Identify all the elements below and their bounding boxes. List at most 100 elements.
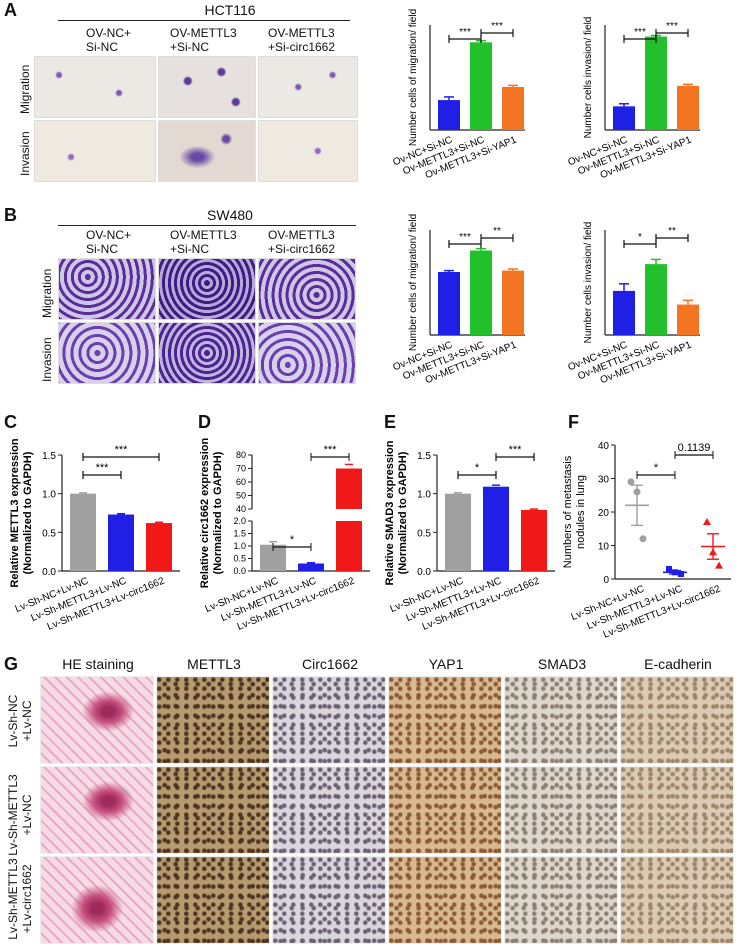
- y-tick-label: 1.5: [42, 451, 56, 462]
- data-point: [715, 561, 723, 569]
- y-tick-label: 30: [598, 475, 610, 486]
- y-tick-label: 20: [598, 508, 610, 519]
- g-row-label-1: Lv-Sh-NC +Lv-NC: [6, 694, 34, 748]
- y-axis-label: Number cells invasion/ field: [583, 222, 594, 344]
- group-label-b-1: OV-NC+ Si-NC: [86, 228, 132, 256]
- data-point: [666, 565, 672, 572]
- panel-a-title: HCT116: [204, 2, 256, 18]
- g-col-mettl3: METTL3: [187, 656, 241, 672]
- data-point: [639, 535, 647, 543]
- ihc-image-r2-c5: [504, 766, 618, 854]
- micrograph-a-migration-1: [34, 56, 156, 118]
- chart-b-invasion: Ov-NC+Si-NC Ov-METTL3+Si-NC Ov-METTL3+Si-Y…: [555, 205, 735, 405]
- panel-letter-a: A: [4, 0, 17, 20]
- y-axis-label: Number cells of migration/ field: [408, 9, 419, 146]
- y-tick-label: 0.5: [42, 528, 56, 539]
- micrograph-b-migration-2: [158, 258, 256, 320]
- chart-e: 0.0 0.5 1.0 1.5 Lv-Sh-NC+Lv-NC Lv-Sh-METTL3+L…: [375, 415, 565, 640]
- bar: [521, 509, 547, 571]
- y-axis-label: Relative SMAD3 expression: [384, 440, 396, 585]
- chart-b-migration: Ov-NC+Si-NC Ov-METTL3+Si-NC Ov-METTL3+Si-Y…: [380, 205, 560, 405]
- y-axis-label-2: nodules in lung: [575, 475, 587, 549]
- ihc-image-r1-c2: [156, 676, 270, 764]
- bar: [645, 264, 667, 335]
- bar: [336, 468, 362, 509]
- chart-c: 0.0 0.5 1.0 1.5 Lv-Sh-NC+Lv-NC Lv-Sh-METTL3+L…: [0, 415, 190, 640]
- bar: [470, 250, 492, 335]
- row-label-b-invasion: Invasion: [40, 337, 54, 382]
- panel-letter-c: C: [4, 412, 17, 432]
- panel-letter-d: D: [198, 412, 211, 432]
- micrograph-b-invasion-3: [258, 322, 356, 384]
- significance-label: ***: [491, 21, 503, 32]
- panel-letter-g: G: [4, 654, 19, 674]
- ihc-image-r1-c1: [40, 676, 154, 764]
- y-tick-label: 2.0: [233, 516, 246, 526]
- significance-label: 0.1139: [678, 442, 711, 454]
- y-tick-label: 0: [603, 575, 609, 586]
- ihc-image-r1-c3: [272, 676, 386, 764]
- ihc-image-r2-c3: [272, 766, 386, 854]
- significance-label: *: [638, 232, 642, 243]
- micrograph-b-invasion-2: [158, 322, 256, 384]
- y-axis-label-2: (Normalized to GAPDH): [212, 451, 224, 574]
- significance-label: ***: [96, 462, 110, 474]
- micrograph-b-migration-1: [58, 258, 156, 320]
- bar: [502, 270, 524, 335]
- y-tick-label: 80: [236, 450, 246, 460]
- ihc-image-r2-c4: [388, 766, 502, 854]
- bar: [470, 42, 492, 131]
- ihc-image-r3-c5: [504, 856, 618, 944]
- bar: [613, 106, 635, 130]
- y-tick-label: 50: [236, 491, 246, 501]
- significance-label: ***: [509, 444, 523, 456]
- significance-label: *: [290, 534, 295, 546]
- group-label-b-3: OV-METTL3 +Si-circ1662: [268, 228, 336, 256]
- y-tick-label: 1.0: [233, 541, 246, 551]
- y-tick-label: 70: [236, 464, 246, 474]
- y-axis-label-2: (Normalized to GAPDH): [22, 451, 34, 574]
- y-tick-label: 0.0: [417, 567, 431, 578]
- group-label-b-2: OV-METTL3 +Si-NC: [170, 228, 237, 256]
- row-label-a-invasion: Invasion: [18, 131, 32, 176]
- significance-label: **: [493, 226, 501, 237]
- bar: [483, 486, 509, 571]
- bar: [677, 85, 699, 130]
- group-label-a-3: OV-METTL3 +Si-circ1662: [268, 26, 336, 54]
- bar: [298, 563, 324, 571]
- significance-label: **: [668, 226, 676, 237]
- y-tick-label: 10: [598, 542, 610, 553]
- bar: [438, 100, 460, 130]
- ihc-image-r3-c2: [156, 856, 270, 944]
- data-point: [627, 478, 635, 486]
- bar: [438, 272, 460, 335]
- significance-label: ***: [115, 444, 129, 456]
- ihc-image-r2-c1: [40, 766, 154, 854]
- ihc-image-r3-c4: [388, 856, 502, 944]
- panel-b-title-rule: [58, 225, 356, 226]
- y-axis-label-2: (Normalized to GAPDH): [397, 451, 409, 574]
- data-point: [703, 518, 711, 526]
- significance-label: ***: [459, 27, 471, 38]
- g-col-yap1: YAP1: [428, 656, 464, 672]
- significance-label: ***: [666, 21, 678, 32]
- g-row-label-3: Lv-Sh-METTL3 +Lv-circ1662: [6, 858, 34, 940]
- chart-d: 0.0 0.5 1.0 1.5 2.0 40 50 60 70 80 Lv-Sh-NC+Lv-NC L…: [190, 415, 380, 640]
- y-tick-label: 0.5: [417, 528, 431, 539]
- y-axis-label: Relative circ1662 expression: [199, 438, 211, 589]
- y-tick-label: 1.5: [233, 529, 246, 539]
- y-tick-label: 60: [236, 477, 246, 487]
- bar: [502, 86, 524, 130]
- micrograph-b-migration-3: [258, 258, 356, 320]
- group-label-a-2: OV-METTL3 +Si-NC: [170, 26, 237, 54]
- ihc-image-r1-c6: [620, 676, 734, 764]
- y-tick-label: 40: [598, 441, 610, 452]
- bar: [146, 523, 172, 571]
- significance-label: ***: [634, 27, 646, 38]
- g-col-he: HE staining: [62, 656, 134, 672]
- ihc-image-r1-c4: [388, 676, 502, 764]
- significance-label: ***: [324, 444, 338, 456]
- group-label-a-1: OV-NC+ Si-NC: [86, 26, 132, 54]
- y-tick-label: 0.0: [42, 567, 56, 578]
- y-tick-label: 1.0: [42, 490, 56, 501]
